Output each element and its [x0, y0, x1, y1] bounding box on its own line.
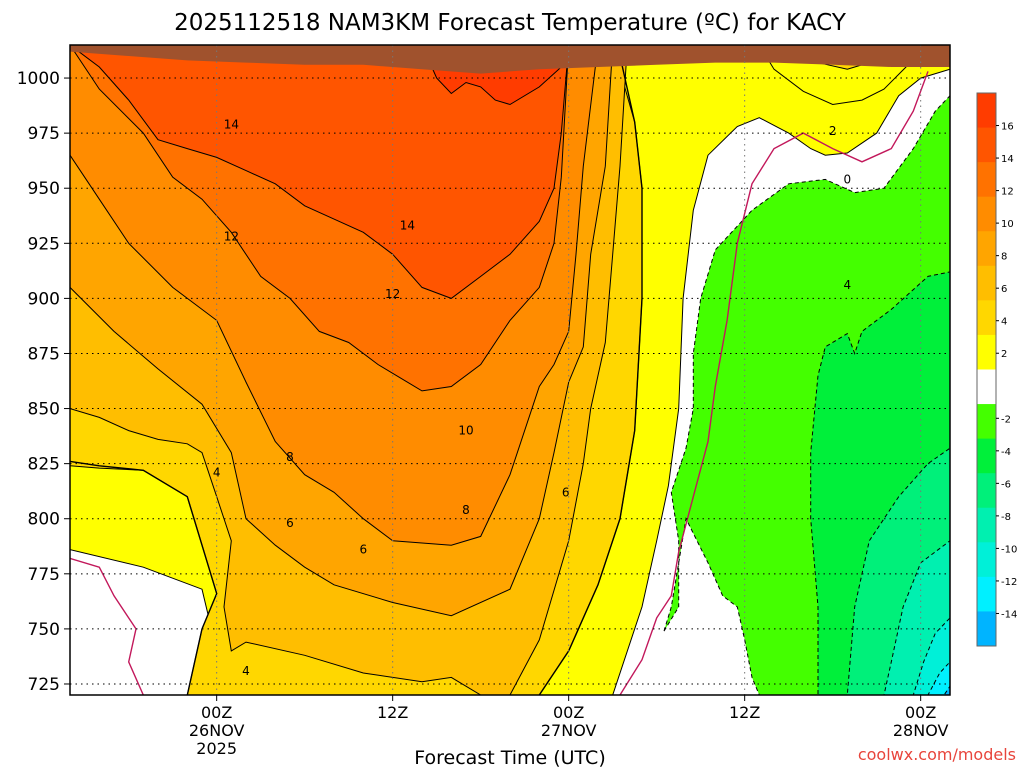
y-tick-label: 900: [28, 289, 60, 309]
colorbar-bin: [977, 404, 996, 440]
filled-contours: [70, 45, 950, 695]
colorbar-bin: [977, 611, 996, 647]
colorbar-label: 14: [1001, 154, 1014, 165]
y-tick-label: 875: [28, 344, 60, 364]
colorbar-bin: [977, 265, 996, 301]
blue-m14-region: [943, 685, 950, 695]
colorbar-bin: [977, 507, 996, 543]
y-axis-ticks: 725 750 775 800 825 850 875 900 925 950 975 1000: [17, 69, 70, 695]
y-tick-label: 825: [28, 455, 60, 475]
contour-label: 6: [562, 485, 570, 499]
y-tick-label: 775: [28, 565, 60, 585]
y-tick-label: 975: [28, 124, 60, 144]
x-tick-label: 2025: [196, 739, 237, 758]
colorbar-label: 12: [1001, 187, 1014, 198]
colorbar-label: -12: [1001, 577, 1017, 588]
colorbar-label: -4: [1001, 447, 1011, 458]
y-tick-label: 725: [28, 675, 60, 695]
contour-label: 0: [844, 172, 852, 186]
colorbar-label: 16: [1001, 122, 1014, 133]
contour-label: 14: [400, 219, 415, 233]
contour-labels: 4 4 6 6 6 8 8 10 12 12 14 14 4 0 2: [213, 117, 851, 677]
contour-label: 10: [458, 424, 473, 438]
colorbar-frame: [976, 92, 997, 647]
grid-lines: [70, 45, 950, 695]
x-tick-label: 12Z: [377, 703, 408, 722]
contour-label: 14: [224, 117, 239, 131]
colorbar-bin: [977, 231, 996, 267]
y-tick-label: 1000: [17, 69, 60, 89]
colorbar-bin: [977, 576, 996, 612]
x-tick-label: 00Z: [201, 703, 232, 722]
zero-line-right: [619, 71, 929, 695]
watermark: coolwx.com/models: [858, 745, 1016, 764]
colorbar-label: -6: [1001, 479, 1011, 490]
chart-title: 2025112518 NAM3KM Forecast Temperature (…: [174, 10, 847, 36]
colorbar-bin: [977, 93, 996, 129]
colorbar-label: 4: [1001, 317, 1007, 328]
x-axis-label: Forecast Time (UTC): [414, 747, 605, 768]
y-tick-label: 950: [28, 179, 60, 199]
contour-label: 12: [385, 287, 400, 301]
red-14to16-region: [70, 45, 570, 299]
plot-frame: [69, 44, 951, 696]
colorbar-bin: [977, 334, 996, 370]
contour-label: 4: [844, 278, 852, 292]
x-tick-label: 00Z: [905, 703, 936, 722]
contour-label: 6: [360, 543, 368, 557]
colorbar-bin: [977, 438, 996, 474]
colorbar-label: -2: [1001, 414, 1011, 425]
colorbar-bin: [977, 162, 996, 198]
terrain-surface: [70, 45, 950, 74]
contour-label: 6: [286, 516, 294, 530]
y-tick-label: 925: [28, 234, 60, 254]
contour-label: 12: [224, 230, 239, 244]
colorbar-label: 6: [1001, 284, 1007, 295]
colorbar-label: -10: [1001, 544, 1017, 555]
contour-label: 8: [462, 503, 470, 517]
y-tick-label: 850: [28, 400, 60, 420]
colorbar-bin: [977, 127, 996, 163]
colorbar-bin: [977, 369, 996, 405]
x-tick-label: 27NOV: [541, 721, 597, 740]
contour-label: 8: [286, 450, 294, 464]
zero-line-left: [70, 557, 144, 695]
x-tick-label: 00Z: [553, 703, 584, 722]
x-tick-label: 12Z: [729, 703, 760, 722]
plot-area: 4 4 6 6 6 8 8 10 12 12 14 14 4 0 2: [69, 44, 951, 696]
colorbar-bin: [977, 542, 996, 578]
contour-label: 2: [829, 124, 837, 138]
colorbar: 16 14 12 10 8 6 4 2 -2 -4 -6 -8 -10 -12 -14: [976, 92, 1017, 647]
colorbar-bin: [977, 300, 996, 336]
x-tick-label: 26NOV: [189, 721, 245, 740]
x-tick-label: 28NOV: [893, 721, 949, 740]
colorbar-label: 2: [1001, 349, 1007, 360]
colorbar-label: -8: [1001, 512, 1011, 523]
y-tick-label: 750: [28, 620, 60, 640]
contour-label: 4: [242, 664, 250, 678]
colorbar-label: 10: [1001, 219, 1014, 230]
cyan-m12-region: [927, 661, 950, 695]
contour-label: 4: [213, 465, 221, 479]
colorbar-bin: [977, 196, 996, 232]
colorbar-label: 8: [1001, 252, 1007, 263]
colorbar-label: -14: [1001, 609, 1017, 620]
colorbar-bin: [977, 473, 996, 509]
y-tick-label: 800: [28, 510, 60, 530]
terrain: [70, 45, 950, 74]
four-line-right: [538, 55, 643, 695]
